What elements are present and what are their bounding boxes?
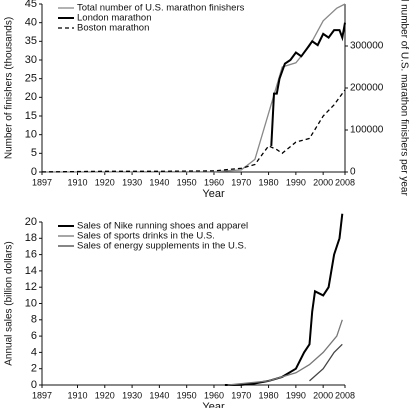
y-tick-label: 30 [25,54,37,66]
x-tick-label: 1910 [67,177,87,187]
x-axis-title: Year [202,188,225,200]
y2-tick-label: 200000 [350,83,384,94]
y-tick-label: 14 [25,265,37,277]
y-tick-label: 25 [25,73,37,85]
x-tick-label: 2000 [313,177,333,187]
y-tick-label: 10 [25,129,37,141]
y-tick-label: 40 [25,17,37,29]
legend-label: Sales of Nike running shoes and apparel [77,221,248,232]
series-line [309,343,343,382]
x-tick-label: 1970 [231,390,251,400]
x-axis-title: Year [202,401,225,408]
legend-label: Sales of sports drinks in the U.S. [77,231,215,242]
x-tick-label: 1897 [32,177,52,187]
x-tick-label: 1990 [286,177,306,187]
y-axis-title: Annual sales (billion dollars) [4,241,15,366]
y-tick-label: 18 [25,232,37,244]
legend-label: London marathon [77,13,151,24]
x-tick-label: 1950 [177,390,197,400]
x-tick-label: 1960 [204,177,224,187]
legend-label: Sales of energy supplements in the U.S. [77,241,247,252]
y-tick-label: 2 [31,363,37,375]
x-tick-label: 1920 [95,177,115,187]
y2-tick-label: 100000 [350,125,384,136]
y2-axis-title: Total number of U.S. marathon finishers … [398,0,409,196]
legend-label: Boston marathon [77,23,149,34]
x-tick-label: 1960 [204,390,224,400]
y-tick-label: 10 [25,297,37,309]
x-tick-label: 1950 [177,177,197,187]
y-tick-label: 16 [25,249,37,261]
series-line [270,22,346,146]
series-line [41,3,346,173]
x-tick-label: 1940 [149,390,169,400]
x-tick-label: 1930 [122,390,142,400]
y-tick-label: 35 [25,35,37,47]
y-tick-label: 0 [31,166,37,178]
y-tick-label: 12 [25,281,37,293]
x-tick-label: 1980 [259,390,279,400]
y-tick-label: 20 [25,216,37,228]
x-tick-label: 2008 [335,177,355,187]
x-tick-label: 1980 [259,177,279,187]
x-tick-label: 1920 [95,390,115,400]
y-tick-label: 45 [25,0,37,10]
x-tick-label: 1940 [149,177,169,187]
y2-tick-label: 0 [350,167,356,178]
x-tick-label: 1930 [122,177,142,187]
y-tick-label: 0 [31,379,37,391]
x-tick-label: 1970 [231,177,251,187]
y-tick-label: 6 [31,330,37,342]
y-tick-label: 5 [31,147,37,159]
x-tick-label: 1990 [286,390,306,400]
x-tick-label: 2000 [313,390,333,400]
legend-label: Total number of U.S. marathon finishers [77,3,245,14]
x-tick-label: 1910 [67,390,87,400]
y2-tick-label: 300000 [350,41,384,52]
y-axis-title: Number of finishers (thousands) [4,17,15,159]
series-line [227,319,343,386]
x-tick-label: 2008 [335,390,355,400]
series-line [224,213,344,386]
y-tick-label: 4 [31,346,37,358]
y-tick-label: 8 [31,314,37,326]
y-tick-label: 15 [25,110,37,122]
y-tick-label: 20 [25,91,37,103]
x-tick-label: 1897 [32,390,52,400]
series-line [41,89,346,173]
